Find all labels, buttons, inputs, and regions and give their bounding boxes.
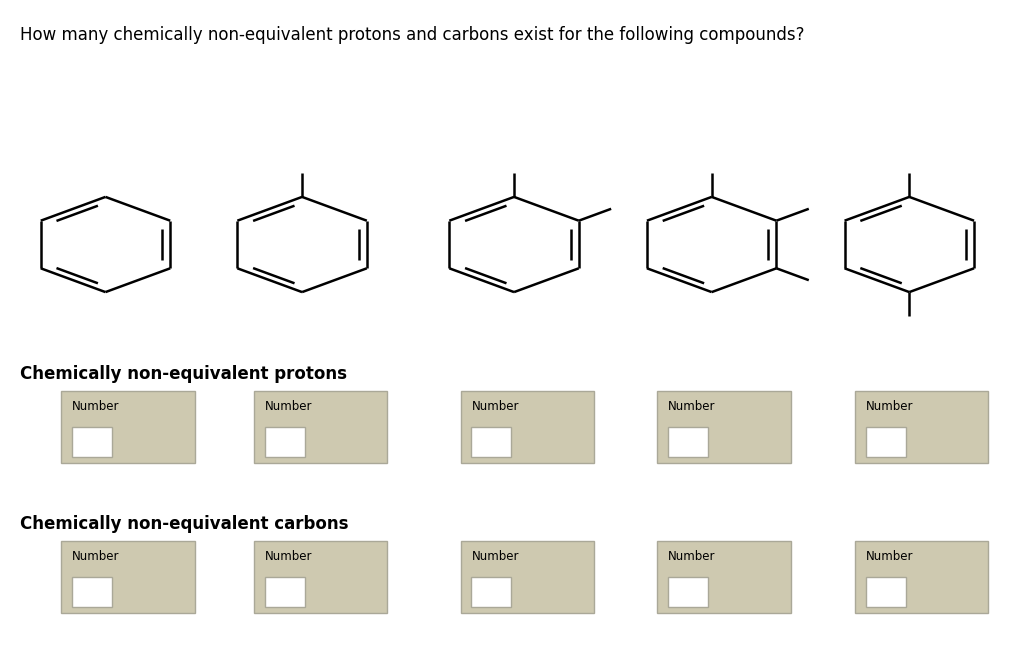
Text: Number: Number — [471, 400, 519, 413]
FancyBboxPatch shape — [855, 541, 988, 613]
Text: Chemically non-equivalent protons: Chemically non-equivalent protons — [20, 365, 347, 383]
FancyBboxPatch shape — [254, 391, 387, 463]
Bar — [865, 427, 905, 457]
Bar — [72, 577, 112, 607]
Text: Number: Number — [668, 550, 716, 563]
Bar — [264, 427, 304, 457]
Bar — [72, 427, 112, 457]
Text: Number: Number — [668, 400, 716, 413]
FancyBboxPatch shape — [461, 541, 594, 613]
Text: Number: Number — [865, 550, 913, 563]
FancyBboxPatch shape — [657, 541, 791, 613]
FancyBboxPatch shape — [657, 391, 791, 463]
FancyBboxPatch shape — [61, 541, 195, 613]
FancyBboxPatch shape — [855, 391, 988, 463]
Bar — [668, 577, 708, 607]
Bar — [668, 427, 708, 457]
Bar — [865, 577, 905, 607]
Text: Number: Number — [264, 550, 312, 563]
Text: Number: Number — [264, 400, 312, 413]
Text: Number: Number — [72, 400, 120, 413]
Bar — [264, 577, 304, 607]
FancyBboxPatch shape — [254, 541, 387, 613]
Text: Number: Number — [865, 400, 913, 413]
Text: How many chemically non-equivalent protons and carbons exist for the following c: How many chemically non-equivalent proto… — [20, 26, 805, 44]
Bar — [471, 427, 511, 457]
Text: Number: Number — [72, 550, 120, 563]
Text: Chemically non-equivalent carbons: Chemically non-equivalent carbons — [20, 515, 349, 533]
FancyBboxPatch shape — [461, 391, 594, 463]
FancyBboxPatch shape — [61, 391, 195, 463]
Text: Number: Number — [471, 550, 519, 563]
Bar — [471, 577, 511, 607]
